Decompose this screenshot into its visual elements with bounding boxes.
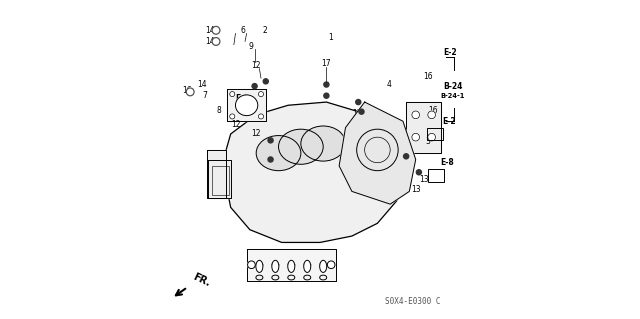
Text: E-2: E-2 bbox=[442, 117, 456, 126]
Circle shape bbox=[214, 39, 218, 44]
Polygon shape bbox=[339, 102, 416, 204]
Text: 14: 14 bbox=[205, 37, 215, 46]
Ellipse shape bbox=[272, 260, 279, 272]
Circle shape bbox=[188, 89, 193, 94]
Text: 12: 12 bbox=[230, 120, 240, 129]
Ellipse shape bbox=[278, 129, 323, 164]
Circle shape bbox=[412, 133, 420, 141]
Polygon shape bbox=[406, 102, 441, 153]
Text: 5: 5 bbox=[383, 114, 388, 122]
Circle shape bbox=[417, 170, 422, 175]
Text: 16: 16 bbox=[424, 72, 433, 81]
Circle shape bbox=[230, 114, 235, 119]
Circle shape bbox=[268, 138, 273, 143]
Polygon shape bbox=[209, 160, 230, 198]
Text: 14: 14 bbox=[205, 26, 215, 35]
Polygon shape bbox=[207, 150, 226, 198]
Circle shape bbox=[412, 111, 420, 119]
Text: 13: 13 bbox=[411, 185, 420, 194]
Circle shape bbox=[259, 92, 264, 97]
Circle shape bbox=[359, 109, 364, 114]
Text: B-24: B-24 bbox=[444, 82, 463, 91]
Text: S0X4-E0300 C: S0X4-E0300 C bbox=[385, 297, 440, 306]
Ellipse shape bbox=[256, 260, 263, 272]
Text: FR.: FR. bbox=[191, 272, 211, 289]
Circle shape bbox=[268, 157, 273, 162]
Text: 2: 2 bbox=[263, 26, 268, 35]
Circle shape bbox=[248, 261, 255, 269]
Polygon shape bbox=[246, 249, 336, 281]
Ellipse shape bbox=[304, 260, 311, 272]
Text: 16: 16 bbox=[428, 106, 438, 115]
Text: 7: 7 bbox=[203, 91, 207, 100]
Ellipse shape bbox=[320, 260, 326, 272]
Circle shape bbox=[214, 28, 218, 33]
Text: 15: 15 bbox=[352, 109, 362, 118]
Text: 10: 10 bbox=[404, 154, 413, 163]
Circle shape bbox=[428, 111, 435, 119]
Text: 11: 11 bbox=[401, 141, 411, 150]
Circle shape bbox=[252, 84, 257, 89]
Circle shape bbox=[404, 154, 409, 159]
Text: 12: 12 bbox=[252, 130, 261, 138]
Circle shape bbox=[259, 114, 264, 119]
Circle shape bbox=[324, 82, 329, 87]
Text: E-2: E-2 bbox=[444, 48, 458, 57]
Circle shape bbox=[212, 26, 220, 34]
Text: 3: 3 bbox=[426, 137, 430, 146]
Text: 9: 9 bbox=[249, 42, 254, 51]
Text: 1: 1 bbox=[328, 33, 333, 42]
Ellipse shape bbox=[301, 126, 346, 161]
Text: 16: 16 bbox=[182, 86, 191, 95]
Circle shape bbox=[186, 88, 194, 96]
Circle shape bbox=[428, 133, 435, 141]
Text: 4: 4 bbox=[387, 80, 392, 89]
Circle shape bbox=[324, 93, 329, 98]
Circle shape bbox=[230, 92, 235, 97]
Circle shape bbox=[327, 261, 335, 269]
Circle shape bbox=[263, 79, 268, 84]
Circle shape bbox=[212, 38, 220, 45]
Text: 8: 8 bbox=[216, 106, 221, 115]
Text: E-8: E-8 bbox=[441, 158, 454, 167]
Text: 12: 12 bbox=[252, 61, 261, 70]
Text: 13: 13 bbox=[419, 175, 429, 184]
Text: 14: 14 bbox=[197, 80, 207, 89]
Polygon shape bbox=[227, 89, 266, 121]
Circle shape bbox=[356, 100, 361, 105]
Polygon shape bbox=[224, 102, 403, 242]
Text: B-24-1: B-24-1 bbox=[440, 93, 465, 99]
Text: 17: 17 bbox=[321, 59, 331, 68]
Ellipse shape bbox=[236, 95, 258, 116]
Bar bbox=[212, 166, 229, 195]
Text: 6: 6 bbox=[241, 26, 245, 35]
Ellipse shape bbox=[288, 260, 295, 272]
Ellipse shape bbox=[256, 136, 301, 171]
Text: E-8: E-8 bbox=[236, 94, 250, 103]
